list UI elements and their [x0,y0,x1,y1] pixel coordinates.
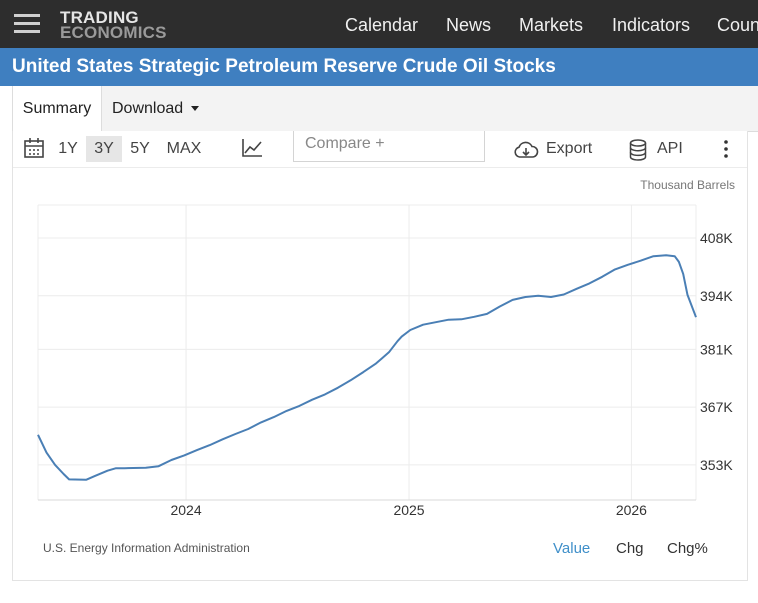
tab-bar: Summary Download [12,86,758,132]
range-3y[interactable]: 3Y [86,136,122,162]
y-tick-label: 394K [700,288,733,304]
tab-summary[interactable]: Summary [12,86,102,131]
calendar-icon[interactable] [23,137,45,159]
export-label: Export [546,140,593,157]
y-tick-label: 408K [700,230,733,246]
cloud-download-icon [514,141,539,158]
compare-placeholder: Compare + [305,135,385,152]
value-toggle[interactable]: Value [553,540,590,557]
series-line [37,254,697,481]
range-1y[interactable]: 1Y [58,140,78,157]
nav-markets[interactable]: Markets [519,15,584,35]
chart-grid [37,204,697,500]
chg-pct-toggle[interactable]: Chg% [667,540,708,557]
x-tick-label: 2025 [393,502,424,518]
chart-panel: 1Y 3Y 5Y MAX Compare + Export [12,131,748,581]
source-label: U.S. Energy Information Administration [43,541,250,555]
database-icon [629,139,647,161]
logo-line-1: TRADING [60,8,139,27]
page-title: United States Strategic Petroleum Reserv… [12,56,556,77]
caret-down-icon [191,106,200,112]
chart-toolbar: 1Y 3Y 5Y MAX Compare + Export [13,131,747,168]
x-tick-label: 2026 [616,502,647,518]
unit-label: Thousand Barrels [640,178,735,192]
y-tick-label: 381K [700,341,733,357]
line-chart-icon[interactable] [240,137,264,159]
nav-news[interactable]: News [446,15,492,35]
range-5y[interactable]: 5Y [130,140,150,157]
site-logo[interactable]: TRADING ECONOMICS [60,8,167,42]
tab-download[interactable]: Download [112,86,200,131]
chg-toggle[interactable]: Chg [616,540,644,557]
y-tick-label: 367K [700,399,733,415]
range-max[interactable]: MAX [166,140,202,157]
y-tick-label: 353K [700,457,733,473]
title-bar: United States Strategic Petroleum Reserv… [0,48,758,86]
api-label: API [657,140,683,157]
tab-download-label: Download [112,100,184,117]
nav-indicators[interactable]: Indicators [612,15,691,35]
menu-icon[interactable] [14,14,40,34]
top-navigation: TRADING ECONOMICS Calendar News Markets … [0,0,758,48]
compare-input[interactable]: Compare + [293,131,485,162]
x-tick-label: 2024 [170,502,201,518]
x-axis: 2024 2025 2026 [38,499,696,518]
more-options-icon[interactable] [722,139,730,159]
nav-calendar[interactable]: Calendar [345,15,419,35]
logo-line-2: ECONOMICS [60,23,167,42]
nav-countries[interactable]: Coun [717,15,758,35]
y-axis: 408K 394K 381K 367K 353K [700,230,733,473]
